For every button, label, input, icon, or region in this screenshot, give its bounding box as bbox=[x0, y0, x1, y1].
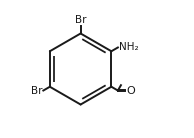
Text: Br: Br bbox=[75, 15, 86, 25]
Text: Br: Br bbox=[31, 86, 42, 95]
Text: O: O bbox=[127, 86, 135, 95]
Text: NH₂: NH₂ bbox=[119, 43, 139, 52]
